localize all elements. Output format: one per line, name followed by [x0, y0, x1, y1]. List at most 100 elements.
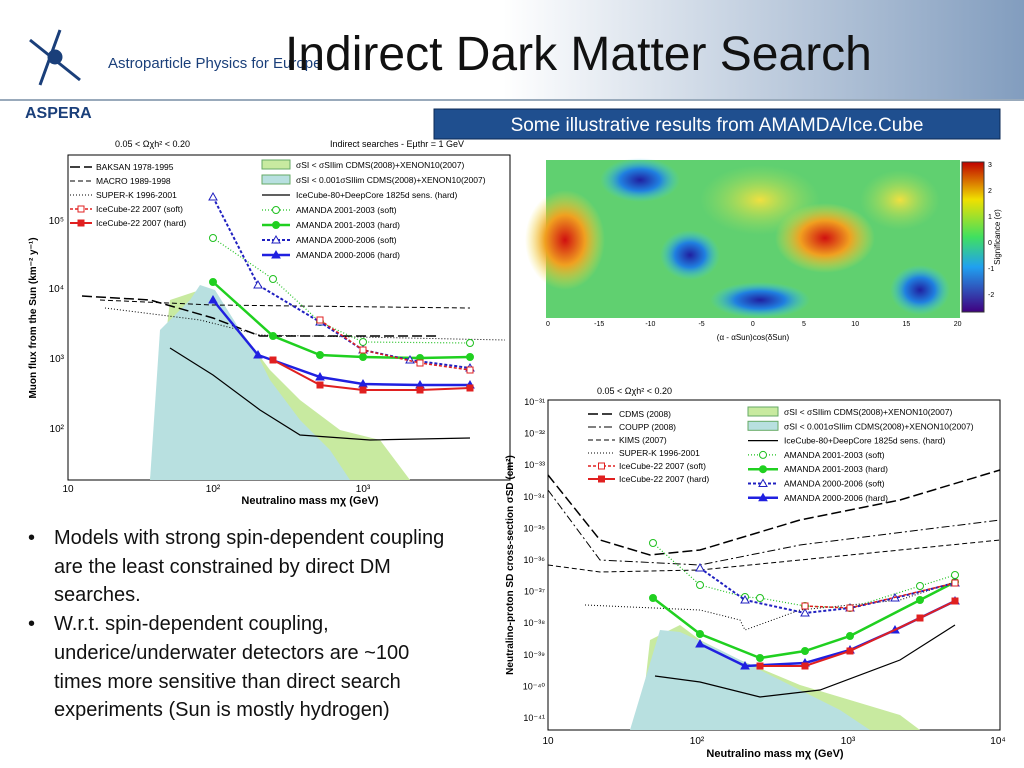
title: Indirect Dark Matter Search [285, 28, 872, 81]
curve [212, 237, 471, 344]
x-tick-label: 10³ [356, 484, 371, 495]
marker [695, 638, 705, 648]
curve [169, 347, 471, 441]
marker [316, 381, 324, 389]
legend-entry: σSI < σSIlim CDMS(2008)+XENON10(2007) [296, 160, 464, 170]
marker [846, 604, 854, 612]
marker [416, 359, 424, 367]
marker [269, 332, 277, 340]
marker [801, 662, 809, 670]
marker [951, 579, 959, 587]
curve [654, 624, 956, 698]
legend-entry: σSI < σSIlim CDMS(2008)+XENON10(2007) [784, 407, 952, 417]
curve [212, 281, 471, 360]
logo: ASPERA [25, 105, 92, 122]
cs-x-label: Neutralino mass mχ (GeV) [706, 748, 843, 760]
marker [359, 338, 367, 346]
legend-entry: COUPP (2008) [619, 422, 676, 432]
marker [209, 234, 217, 242]
marker [416, 386, 424, 394]
legend-entry: AMANDA 2000-2006 (hard) [784, 493, 888, 503]
legend-entry: σSI < 0.001σSIlim CDMS(2008)+XENON10(200… [784, 421, 974, 431]
marker [208, 294, 218, 304]
marker [359, 353, 367, 361]
marker [271, 234, 281, 244]
flux-y-label: Muon flux from the Sun (km⁻² y⁻¹) [28, 237, 39, 398]
bullets: • Models with strong spin-dependent coupl… [28, 524, 458, 725]
legend-entry: AMANDA 2001-2003 (soft) [784, 450, 885, 460]
subtitle-box [433, 108, 1001, 140]
marker [801, 647, 809, 655]
sky-x-tick: 0 [751, 321, 755, 328]
y-tick-label: 10⁻³¹ [524, 397, 545, 407]
marker [951, 597, 959, 605]
colorbar-tick: -1 [988, 266, 994, 273]
marker [466, 339, 474, 347]
cs-curves: 10 10² 10³ 10⁴ 10⁻³¹ 10⁻³² 10⁻³³ 10⁻³⁴ 10⁻³⁵ 10⁻³… [523, 397, 1006, 747]
marker [269, 275, 277, 283]
legend-entry: AMANDA 2000-2006 (hard) [296, 250, 400, 260]
marker [846, 647, 854, 655]
marker [77, 219, 85, 227]
curve [212, 299, 470, 387]
bullet: • W.r.t. spin-dependent coupling, underic… [28, 613, 410, 722]
marker [758, 478, 768, 487]
marker [696, 581, 704, 589]
marker [253, 349, 263, 359]
marker [846, 632, 854, 640]
bullet: • Models with strong spin-dependent coupl… [28, 527, 445, 607]
sky-x-tick: -15 [594, 321, 604, 328]
legend-entry: MACRO 1989-1998 [96, 176, 171, 186]
y-tick-label: 10⁻³⁴ [523, 492, 545, 502]
marker [253, 279, 263, 289]
flux-x-label: Neutralino mass mχ (GeV) [241, 495, 378, 507]
colorbar-tick: 2 [988, 188, 992, 195]
x-tick-label: 10² [690, 736, 705, 747]
y-tick-label: 10⁻³² [524, 429, 545, 439]
legend-entry: SUPER-K 1996-2001 [96, 190, 177, 200]
legend-entry: IceCube-22 2007 (soft) [619, 461, 706, 471]
marker [801, 602, 809, 610]
marker [315, 371, 325, 381]
marker [951, 571, 959, 579]
y-tick-label: 10⁻³⁹ [523, 650, 545, 660]
logo-mark [29, 29, 81, 86]
marker [759, 450, 767, 459]
legend-entry: IceCube-80+DeepCore 1825d sens. (hard) [784, 436, 946, 446]
organization: Astroparticle Physics for Europe [108, 55, 321, 72]
legend-swatch [261, 174, 291, 185]
marker [598, 462, 605, 470]
x-tick-label: 10 [62, 484, 74, 495]
marker [272, 206, 280, 214]
colorbar-tick: 0 [988, 240, 992, 247]
legend-entry: IceCube-80+DeepCore 1825d sens. (hard) [296, 190, 458, 200]
marker [466, 353, 474, 361]
flux-cut: 0.05 < Ωχh² < 0.20 [115, 139, 190, 149]
x-tick-label: 10³ [841, 736, 856, 747]
y-tick-label: 10⁻³⁷ [524, 587, 545, 597]
legend-swatch [747, 406, 779, 417]
header-band [280, 0, 1024, 100]
y-tick-label: 10⁻³⁵ [524, 523, 546, 533]
colorbar [961, 161, 985, 313]
y-tick-label: 10⁻⁴⁰ [523, 681, 546, 691]
marker [916, 596, 924, 604]
marker [740, 660, 750, 670]
cdms-band-low [150, 285, 350, 480]
curve [699, 567, 956, 615]
legend-entry: AMANDA 2001-2003 (soft) [296, 205, 397, 215]
marker [756, 654, 764, 662]
marker [208, 191, 218, 201]
y-tick-label: 10² [50, 424, 65, 435]
flux-note: Indirect searches - Eμthr = 1 GeV [330, 139, 464, 149]
marker [466, 366, 474, 374]
legend-entry: AMANDA 2000-2006 (soft) [784, 479, 885, 489]
marker [466, 384, 474, 392]
marker [316, 351, 324, 359]
curve [652, 542, 956, 609]
y-tick-label: 10⁻³⁶ [524, 555, 546, 565]
sky-x-tick: 10 [851, 321, 859, 328]
legend-swatch [261, 159, 291, 170]
